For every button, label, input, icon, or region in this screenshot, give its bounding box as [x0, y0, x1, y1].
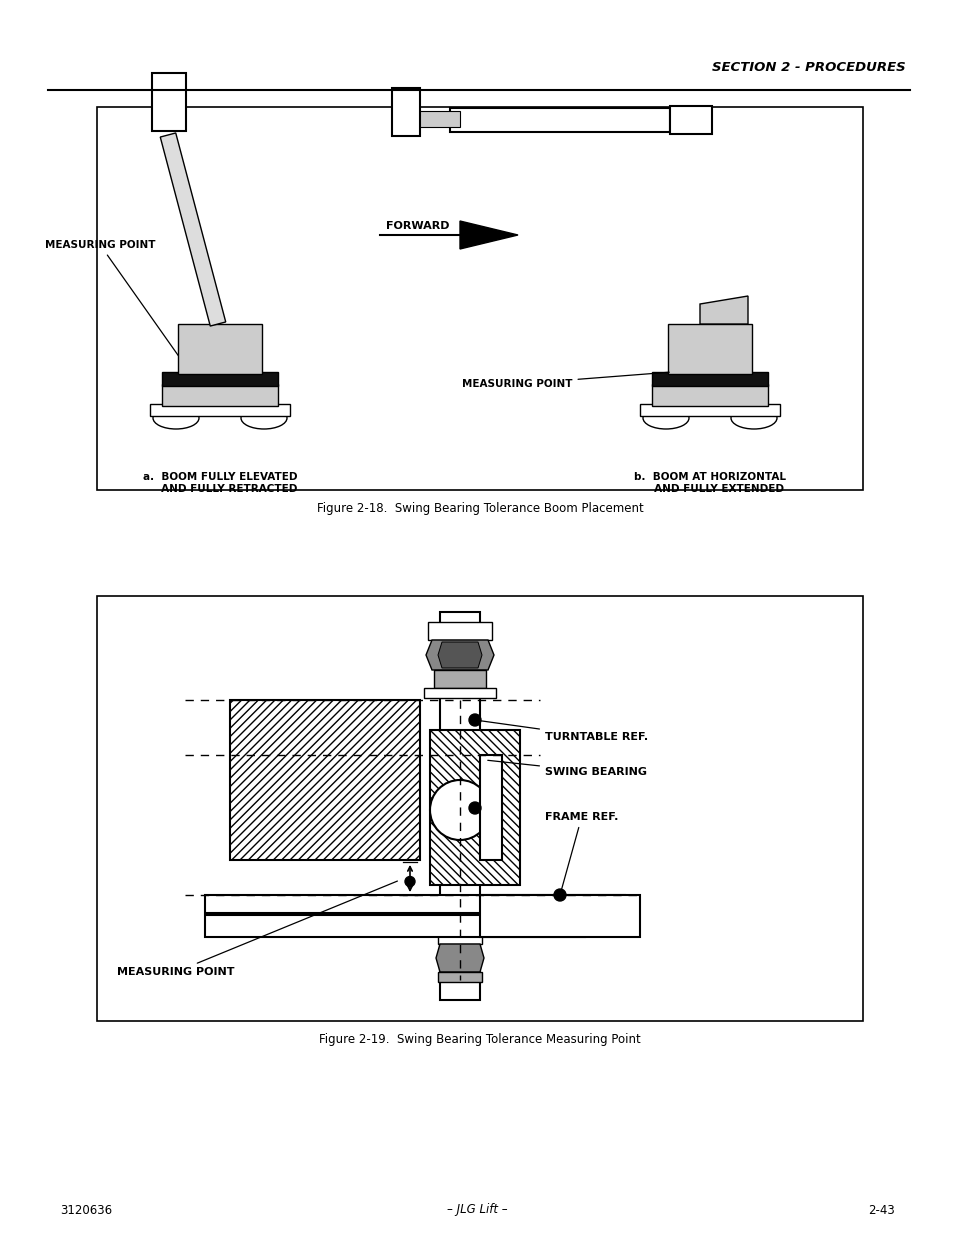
- Polygon shape: [437, 642, 481, 668]
- Circle shape: [405, 877, 415, 887]
- Bar: [439, 613, 479, 1000]
- Bar: [450, 107, 669, 132]
- Bar: [423, 688, 496, 698]
- Bar: [434, 671, 485, 688]
- Polygon shape: [426, 640, 494, 671]
- Text: b.  BOOM AT HORIZONTAL
     AND FULLY EXTENDED: b. BOOM AT HORIZONTAL AND FULLY EXTENDED: [634, 472, 785, 494]
- Circle shape: [469, 714, 480, 726]
- Text: SWING BEARING: SWING BEARING: [487, 761, 646, 777]
- Text: – JLG Lift –: – JLG Lift –: [446, 1203, 507, 1216]
- Text: Figure 2-19.  Swing Bearing Tolerance Measuring Point: Figure 2-19. Swing Bearing Tolerance Mea…: [319, 1032, 640, 1046]
- Bar: [150, 404, 290, 416]
- Bar: [437, 930, 481, 944]
- Bar: [651, 384, 767, 406]
- Circle shape: [554, 889, 565, 902]
- Text: FORWARD: FORWARD: [386, 221, 449, 231]
- Ellipse shape: [152, 408, 199, 429]
- Bar: [205, 895, 624, 913]
- Bar: [97, 597, 862, 1021]
- Bar: [669, 106, 711, 135]
- Circle shape: [469, 802, 480, 814]
- Bar: [230, 700, 419, 860]
- Text: Figure 2-18.  Swing Bearing Tolerance Boom Placement: Figure 2-18. Swing Bearing Tolerance Boo…: [316, 501, 642, 515]
- Text: MEASURING POINT: MEASURING POINT: [117, 881, 397, 977]
- Bar: [651, 372, 767, 387]
- Polygon shape: [459, 221, 517, 249]
- Bar: [479, 755, 501, 860]
- Polygon shape: [160, 133, 226, 326]
- Text: 3120636: 3120636: [60, 1203, 112, 1216]
- Text: 2-43: 2-43: [867, 1203, 894, 1216]
- Bar: [162, 384, 277, 406]
- Ellipse shape: [642, 408, 688, 429]
- Bar: [667, 324, 751, 374]
- Text: SECTION 2 - PROCEDURES: SECTION 2 - PROCEDURES: [712, 61, 905, 74]
- Bar: [437, 972, 481, 982]
- Bar: [428, 622, 492, 640]
- Bar: [479, 895, 639, 937]
- Text: TURNTABLE REF.: TURNTABLE REF.: [477, 720, 647, 742]
- Bar: [639, 404, 780, 416]
- Bar: [162, 372, 277, 387]
- Text: MEASURING POINT: MEASURING POINT: [461, 372, 669, 389]
- Ellipse shape: [241, 408, 287, 429]
- Polygon shape: [436, 944, 483, 972]
- Text: FRAME REF.: FRAME REF.: [544, 811, 618, 893]
- Bar: [178, 324, 262, 374]
- Bar: [392, 88, 419, 136]
- Bar: [152, 73, 186, 131]
- Bar: [430, 730, 519, 885]
- Bar: [97, 107, 862, 490]
- Bar: [392, 111, 459, 127]
- Bar: [205, 915, 584, 937]
- Ellipse shape: [730, 408, 776, 429]
- Text: a.  BOOM FULLY ELEVATED
     AND FULLY RETRACTED: a. BOOM FULLY ELEVATED AND FULLY RETRACT…: [143, 472, 297, 494]
- Circle shape: [430, 781, 490, 840]
- Text: MEASURING POINT: MEASURING POINT: [45, 240, 178, 356]
- Polygon shape: [700, 296, 747, 324]
